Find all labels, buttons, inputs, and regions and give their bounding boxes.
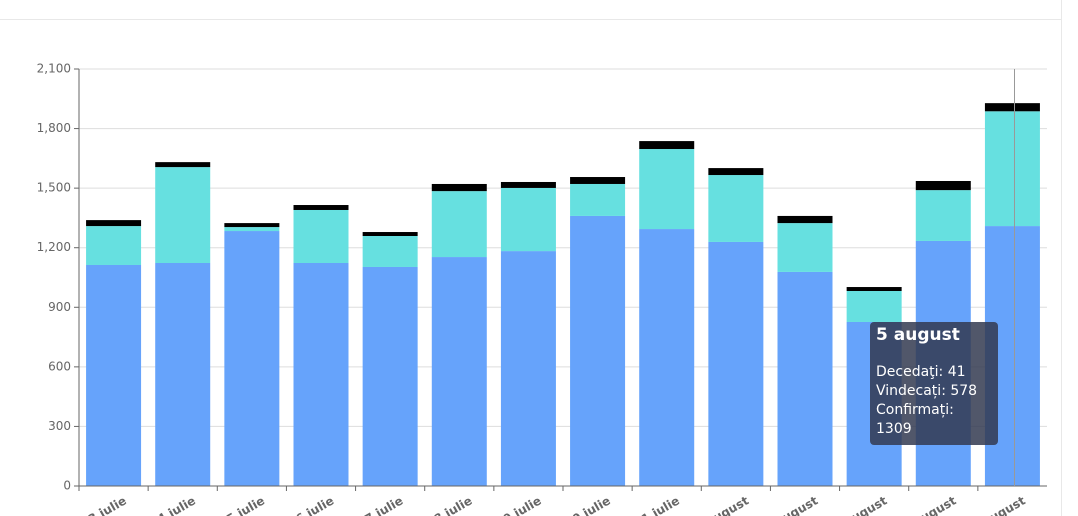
tooltip-line: Vindecați: 578 [876,383,978,399]
tooltip-title: 5 august [876,325,960,345]
bar-segment [639,229,695,486]
bar-segment [777,271,833,486]
bar-segment [915,190,971,241]
x-tick-label: 23 iulie [79,494,129,516]
bar-segment [155,263,211,486]
x-tick-label: 5 august [969,493,1027,516]
bar-segment [915,180,971,191]
x-tick-label-group: 5 august [969,493,1027,516]
x-tick-label: 29 iulie [493,494,543,516]
bar-segment [224,227,280,232]
bar-segment [984,103,1040,112]
tooltip-line: Confirmați: 1309 [876,402,954,437]
bar-segment [708,168,764,176]
tooltip: 5 august Decedaţi: 41 Vindecați: 578 Con… [870,322,998,445]
x-tick-label: 30 iulie [563,494,613,516]
bar-segment [639,141,695,150]
bar-segment [86,220,142,227]
bar-segment [708,175,764,242]
bar-segment [293,209,349,264]
bar-segment [293,263,349,486]
bar-segment [155,167,211,264]
x-tick-label: 25 iulie [217,494,267,516]
x-tick-label: 28 iulie [424,494,474,516]
bar-segment [293,205,349,210]
y-tick-label: 900 [48,300,71,314]
bar-segment [846,291,902,322]
x-tick-label-group: 2 august [762,493,820,516]
x-tick-label-group: 28 iulie [424,494,474,516]
bar-segment [362,235,418,267]
bar-segment [708,241,764,486]
bar-segment [86,264,142,486]
x-tick-label-group: 29 iulie [493,494,543,516]
bar-segment [86,226,142,265]
y-tick-label: 300 [48,419,71,433]
bar-segment [846,287,902,292]
x-tick-label: 3 august [831,493,889,516]
bar-segment [362,232,418,236]
bar-segment [777,215,833,224]
bar-segment [224,231,280,486]
bar-segment [431,183,487,192]
bar-segment [570,177,626,184]
bar-segment [500,181,556,188]
tooltip-line: Decedaţi: 41 [876,364,966,380]
x-tick-label: 2 august [762,493,820,516]
x-tick-label: 26 iulie [286,494,336,516]
x-tick-label-group: 27 iulie [355,494,405,516]
bar-segment [224,223,280,228]
bar-segment [570,183,626,216]
x-tick-label-group: 30 iulie [563,494,613,516]
bar-segment [500,251,556,486]
x-tick-label: 31 iulie [632,494,682,516]
y-tick-label: 0 [63,479,71,493]
x-tick-label-group: 25 iulie [217,494,267,516]
bar-segment [639,149,695,230]
y-tick-label: 600 [48,359,71,373]
bar-segment [984,111,1040,227]
x-tick-label-group: 26 iulie [286,494,336,516]
bar-segment [777,223,833,272]
x-tick-label: 24 iulie [148,494,198,516]
bar-segment [431,257,487,486]
x-tick-label-group: 3 august [831,493,889,516]
x-tick-label-group: 4 august [900,493,958,516]
y-tick-label: 1,800 [37,121,71,135]
x-tick-label-group: 1 august [693,493,751,516]
bar-segment [362,266,418,486]
bar-segment [570,215,626,486]
bar-segment [431,191,487,258]
bar-segment [155,162,211,168]
y-tick-label: 1,500 [37,181,71,195]
y-tick-label: 2,100 [37,62,71,76]
bar-segment [500,187,556,252]
y-tick-label: 1,200 [37,240,71,254]
x-tick-label-group: 24 iulie [148,494,198,516]
x-tick-label-group: 31 iulie [632,494,682,516]
x-tick-label: 27 iulie [355,494,405,516]
x-tick-label: 1 august [693,493,751,516]
x-tick-label-group: 23 iulie [79,494,129,516]
x-tick-label: 4 august [900,493,958,516]
